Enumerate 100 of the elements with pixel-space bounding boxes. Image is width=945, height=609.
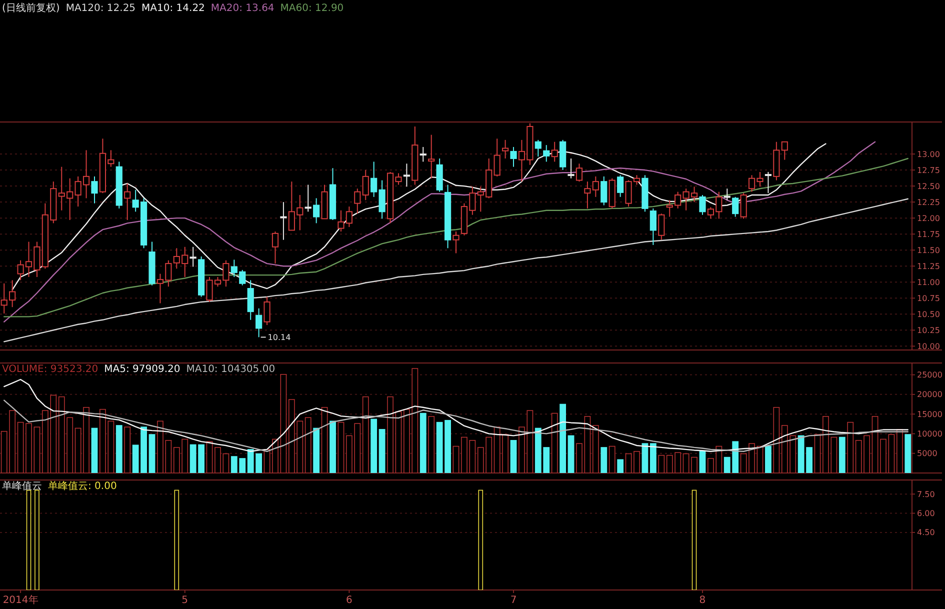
chart-title: (日线前复权) <box>2 2 60 14</box>
candlestick <box>280 202 287 240</box>
bar <box>387 396 394 473</box>
bar <box>699 450 706 473</box>
text: VOLUME: 93523.20 <box>2 364 98 375</box>
bar <box>617 459 624 473</box>
text: MA120: 12.25 <box>66 3 136 14</box>
bar <box>370 418 378 473</box>
text: MA10: 14.22 <box>142 3 205 14</box>
bar <box>428 416 435 473</box>
bar <box>765 446 772 473</box>
series-label: 单峰值云: 0.00 <box>48 480 117 492</box>
bar <box>124 426 131 473</box>
y-tick-label: 10000 <box>917 430 942 439</box>
bar <box>576 443 582 473</box>
text: MA10: 104305.00 <box>186 364 276 375</box>
bar <box>378 428 386 473</box>
candlestick <box>428 134 435 179</box>
bar <box>650 443 656 473</box>
bar <box>880 438 886 473</box>
text: MA20: 13.64 <box>210 3 274 14</box>
candlestick <box>452 231 460 254</box>
bar <box>148 434 156 473</box>
bar <box>568 435 574 473</box>
candlestick <box>600 176 608 206</box>
bar <box>625 453 632 473</box>
line-series <box>12 143 826 290</box>
bar <box>206 441 213 473</box>
y-tick-label: 11.00 <box>917 278 940 287</box>
bar <box>321 406 328 473</box>
bar <box>872 416 878 473</box>
bar <box>395 411 402 473</box>
x-tick-label: 6 <box>346 595 352 606</box>
candlestick <box>247 280 254 320</box>
bar <box>17 422 24 473</box>
y-tick-label: 5000 <box>917 449 938 458</box>
y-tick-label: 6.00 <box>917 509 935 518</box>
y-tick-label: 11.50 <box>917 246 940 255</box>
bar <box>313 428 320 473</box>
bar <box>608 446 616 473</box>
x-tick-label: 5 <box>182 595 188 606</box>
y-tick-label: 7.50 <box>917 490 935 499</box>
y-tick-label: 20000 <box>917 390 942 400</box>
bar <box>452 446 460 473</box>
bar <box>330 420 336 473</box>
bar <box>280 374 287 473</box>
annotation: 10.14 <box>268 332 291 342</box>
x-tick-label: 2014年 <box>2 594 38 606</box>
y-tick-label: 10.00 <box>917 342 940 351</box>
bar <box>26 423 32 473</box>
bar <box>896 428 903 473</box>
y-tick-label: 12.75 <box>917 166 940 175</box>
y-tick-label: 13.00 <box>917 150 940 159</box>
candlestick <box>256 308 262 338</box>
y-tick-label: 12.00 <box>917 214 940 223</box>
text: MA60: 12.90 <box>280 3 344 14</box>
candlestick <box>354 188 361 214</box>
candlestick <box>551 141 558 162</box>
candlestick <box>91 176 98 204</box>
candlestick <box>190 246 196 268</box>
x-tick-label: 7 <box>510 595 517 606</box>
bar <box>272 438 278 473</box>
bar <box>773 406 780 473</box>
bar <box>592 425 599 473</box>
line-series <box>4 198 908 342</box>
candlestick <box>124 182 131 220</box>
bar <box>658 454 665 473</box>
y-tick-label: 4.50 <box>917 528 935 538</box>
candlestick <box>444 184 452 249</box>
candlestick <box>370 161 378 198</box>
candlestick <box>502 139 509 160</box>
bar <box>600 447 608 473</box>
y-tick-label: 11.25 <box>917 262 940 271</box>
candlestick <box>378 180 386 220</box>
bar <box>634 450 640 473</box>
bar <box>560 404 566 473</box>
bar <box>584 416 591 473</box>
bar <box>814 434 821 473</box>
bar <box>362 396 369 473</box>
y-tick-label: 10.75 <box>917 294 940 303</box>
y-tick-label: 11.75 <box>917 230 940 239</box>
line-series <box>4 378 908 452</box>
y-tick-label: 12.25 <box>917 198 940 207</box>
text: MA5: 97909.20 <box>104 364 180 375</box>
bar <box>420 412 426 473</box>
bar <box>91 428 98 473</box>
bar <box>338 422 344 473</box>
line-series <box>4 400 908 452</box>
y-tick-label: 12.50 <box>917 182 940 191</box>
chart-title: 单峰值云 <box>2 480 42 492</box>
y-tick-label: 10.50 <box>917 310 940 319</box>
bar <box>551 412 558 473</box>
bar <box>304 417 312 473</box>
y-tick-label: 15000 <box>917 410 942 419</box>
bar <box>642 443 648 473</box>
candlestick <box>362 170 369 201</box>
bar <box>847 422 854 473</box>
bar <box>34 426 40 473</box>
bar <box>838 436 846 473</box>
bar <box>904 434 912 473</box>
